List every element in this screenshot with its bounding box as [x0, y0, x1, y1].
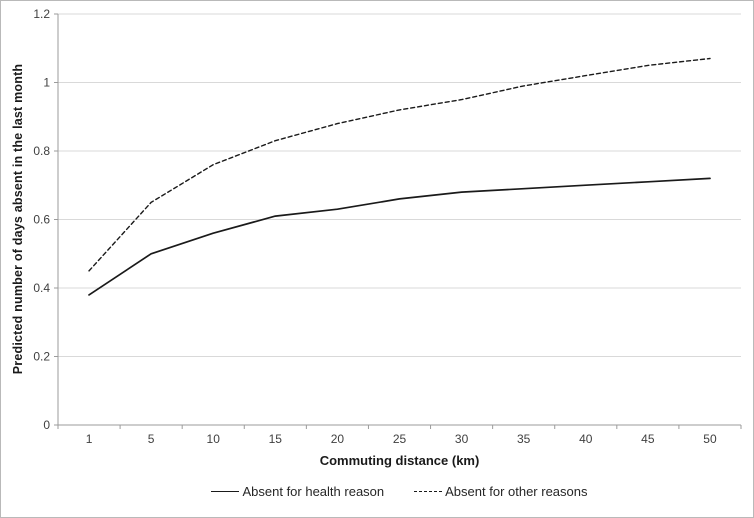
plot-svg: 00.20.40.60.811.21 5 10 15 20 25 30 35 40 45 50: [33, 7, 742, 446]
svg-text:5: 5: [148, 432, 155, 446]
svg-text:1: 1: [43, 76, 50, 90]
svg-text:0.4: 0.4: [33, 281, 50, 295]
svg-text:1: 1: [86, 432, 93, 446]
svg-text:30: 30: [455, 432, 469, 446]
solid-line-icon: [211, 491, 240, 492]
y-axis-title: Predicted number of days absent in the l…: [11, 63, 25, 375]
x-axis-title: Commuting distance (km): [319, 453, 480, 468]
svg-text:25: 25: [393, 432, 407, 446]
svg-text:0.2: 0.2: [33, 350, 50, 364]
legend-item-other: Absent for other reasons: [414, 484, 588, 499]
svg-text:15: 15: [269, 432, 283, 446]
svg-text:0.8: 0.8: [33, 144, 50, 158]
svg-text:20: 20: [331, 432, 345, 446]
legend-label-other: Absent for other reasons: [445, 484, 588, 499]
svg-text:35: 35: [517, 432, 531, 446]
svg-text:50: 50: [703, 432, 717, 446]
legend-item-health: Absent for health reason: [211, 484, 384, 499]
dashed-line-icon: [414, 491, 443, 492]
svg-text:45: 45: [641, 432, 655, 446]
svg-text:1.2: 1.2: [33, 7, 50, 21]
legend-label-health: Absent for health reason: [242, 484, 385, 499]
svg-text:10: 10: [207, 432, 221, 446]
svg-text:40: 40: [579, 432, 593, 446]
svg-text:0.6: 0.6: [33, 213, 50, 227]
legend: Absent for health reason Absent for othe…: [58, 484, 741, 499]
svg-text:0: 0: [43, 418, 50, 432]
